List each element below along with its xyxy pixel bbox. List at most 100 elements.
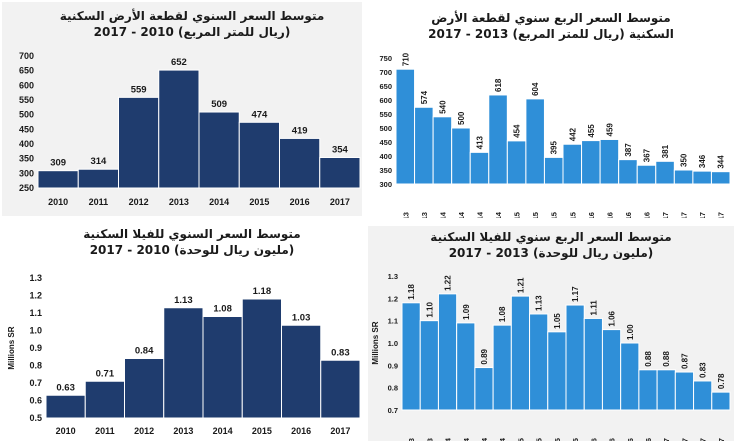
y-tick-label: 650 <box>379 82 392 91</box>
x-tick-label: 2015 <box>252 426 272 436</box>
bar <box>414 106 434 185</box>
bar <box>510 295 531 411</box>
data-label: 1.09 <box>462 304 471 320</box>
data-label: 350 <box>680 153 689 167</box>
y-tick-label: 400 <box>19 139 34 149</box>
y-tick-label: 500 <box>379 124 392 133</box>
data-label: 0.63 <box>56 382 75 393</box>
data-label: 0.78 <box>717 373 726 389</box>
x-tick-label: Q2-16 <box>608 438 617 441</box>
y-tick-label: 450 <box>379 138 392 147</box>
x-tick-label: Q2-15 <box>535 438 544 441</box>
bar <box>124 358 165 419</box>
bar <box>656 369 676 411</box>
bar <box>525 98 545 185</box>
x-tick-label: 2017 <box>330 426 350 436</box>
x-tick-label: 2013 <box>173 426 193 436</box>
data-label: 652 <box>171 57 187 68</box>
x-tick-label: Q4-13 <box>425 438 434 441</box>
chart-title-line: متوسط السعر السنوي لقطعة الأرض السكنية <box>60 8 325 24</box>
data-label: 314 <box>90 156 107 167</box>
data-label: 0.87 <box>680 353 689 369</box>
y-tick-label: 0.8 <box>388 384 398 393</box>
data-label: 1.18 <box>407 284 416 300</box>
x-tick-label: Q4-16 <box>644 438 653 441</box>
bar <box>163 307 204 419</box>
bar <box>437 293 458 411</box>
bar <box>710 171 731 185</box>
y-tick-label: 600 <box>19 80 34 90</box>
x-tick-label: Q1-16 <box>587 212 596 218</box>
data-label: 454 <box>513 124 522 138</box>
x-tick-label: Q4-15 <box>571 438 580 441</box>
data-label: 1.08 <box>213 304 232 315</box>
data-label: 0.89 <box>480 348 489 364</box>
x-tick-label: Q4-13 <box>420 212 429 218</box>
bar <box>506 140 527 185</box>
y-tick-label: 0.7 <box>29 378 42 388</box>
chart-villa-annual: متوسط السعر السنوي للفيلا السكنية (مليون … <box>2 226 362 441</box>
data-label: 710 <box>401 52 410 66</box>
bar <box>432 116 453 185</box>
data-label: 0.84 <box>135 346 154 357</box>
x-tick-label: Q2-14 <box>457 211 466 218</box>
data-label: 604 <box>531 82 540 96</box>
x-tick-label: Q3-14 <box>476 211 485 218</box>
x-tick-label: Q2-15 <box>531 212 540 218</box>
data-label: 0.88 <box>644 351 653 367</box>
x-tick-label: 2012 <box>129 197 149 207</box>
bar <box>37 170 79 189</box>
y-tick-label: 350 <box>379 166 392 175</box>
y-tick-label: 0.8 <box>29 361 42 371</box>
bar <box>488 94 508 185</box>
bar <box>281 324 322 419</box>
y-tick-label: 0.6 <box>29 396 42 406</box>
x-tick-label: Q2-14 <box>462 437 471 441</box>
bar <box>562 143 583 185</box>
data-label: 509 <box>211 99 227 110</box>
x-tick-label: Q3-14 <box>480 437 489 441</box>
bar <box>583 317 603 411</box>
data-label: 0.88 <box>662 351 671 367</box>
y-tick-label: 1.1 <box>388 317 398 326</box>
chart-villa-quarterly: متوسط السعر الربع سنوي للفيلا السكنية (مل… <box>368 226 734 441</box>
bar <box>655 160 675 185</box>
y-tick-label: 450 <box>19 124 34 134</box>
chart-title-line: (ريال للمتر المربع) 2010 - 2017 <box>94 25 291 39</box>
y-tick-label: 1.2 <box>388 294 398 303</box>
x-tick-label: Q3-17 <box>698 212 707 218</box>
bar <box>241 298 282 419</box>
data-label: 574 <box>420 90 429 104</box>
chart-land-quarterly: متوسط السعر الربع سنوي لقطعة الأرض السكني… <box>368 6 734 218</box>
chart-villa-annual-svg: متوسط السعر السنوي للفيلا السكنية(مليون … <box>2 226 362 441</box>
y-tick-label: 0.5 <box>29 413 42 423</box>
chart-title-line: متوسط السعر الربع سنوي للفيلا السكنية <box>430 230 671 245</box>
y-tick-label: 1.0 <box>29 326 42 336</box>
bar <box>565 304 585 411</box>
data-label: 559 <box>131 84 147 95</box>
bar <box>319 156 361 189</box>
x-tick-label: 2010 <box>48 197 68 207</box>
bar <box>492 324 512 411</box>
y-tick-label: 700 <box>379 68 392 77</box>
bar <box>238 121 280 189</box>
bar <box>601 329 622 411</box>
data-label: 346 <box>698 154 707 168</box>
x-tick-label: Q3-17 <box>699 438 708 441</box>
bar <box>419 320 439 411</box>
bar <box>158 69 200 189</box>
x-tick-label: 2010 <box>56 426 76 436</box>
data-label: 367 <box>643 148 652 162</box>
chart-title-line: السكنية (ريال للمتر المربع) 2013 - 2017 <box>428 27 674 41</box>
bar <box>198 111 240 189</box>
data-label: 618 <box>494 78 503 92</box>
bar <box>618 159 638 185</box>
data-label: 1.18 <box>253 286 272 297</box>
x-tick-label: Q1-14 <box>438 211 447 218</box>
x-tick-label: 2014 <box>209 197 229 207</box>
x-tick-label: Q1-17 <box>662 438 671 441</box>
x-tick-label: Q4-14 <box>498 437 507 441</box>
x-tick-label: Q1-15 <box>513 212 522 218</box>
data-label: 1.21 <box>516 277 525 293</box>
x-tick-label: Q1-14 <box>444 437 453 441</box>
